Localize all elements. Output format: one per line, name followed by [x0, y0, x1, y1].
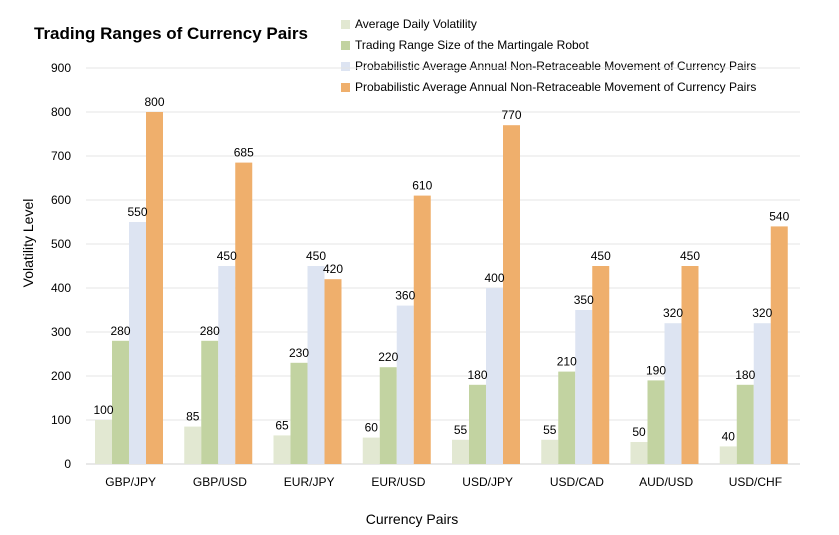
data-label: 180 — [467, 368, 487, 382]
legend-label: Average Daily Volatility — [355, 17, 477, 31]
data-label: 320 — [663, 306, 683, 320]
y-axis-ticks: 0 100 200 300 400 500 600 700 800 900 — [51, 61, 71, 471]
y-tick-label: 800 — [51, 105, 71, 119]
bar — [218, 266, 236, 464]
legend-swatch — [341, 83, 350, 92]
bar — [307, 266, 325, 464]
data-label: 60 — [365, 421, 379, 435]
bar — [469, 384, 486, 464]
data-label: 450 — [217, 249, 237, 263]
data-label: 280 — [200, 324, 220, 338]
data-label: 50 — [632, 425, 646, 439]
bar — [558, 371, 576, 464]
bar — [681, 266, 699, 464]
bar — [541, 439, 559, 464]
data-label: 55 — [454, 423, 468, 437]
bars — [95, 112, 788, 464]
x-axis-ticks: GBP/JPY GBP/USD EUR/JPY EUR/USD USD/JPY USD/C… — [105, 475, 782, 489]
data-label: 550 — [127, 205, 147, 219]
bar — [647, 380, 665, 464]
data-label: 320 — [752, 306, 772, 320]
data-label: 360 — [395, 289, 415, 303]
bar — [770, 226, 788, 464]
bar — [362, 437, 380, 464]
bar — [503, 125, 520, 464]
y-tick-label: 200 — [51, 369, 71, 383]
bar — [753, 323, 771, 464]
bar — [736, 384, 754, 464]
data-label: 800 — [144, 95, 164, 109]
legend-swatch — [341, 20, 350, 29]
x-tick-label: USD/JPY — [462, 475, 513, 489]
legend-label: Probabilistic Average Annual Non-Retrace… — [355, 59, 756, 73]
data-label: 450 — [591, 249, 611, 263]
data-label: 55 — [543, 423, 557, 437]
x-tick-label: AUD/USD — [639, 475, 693, 489]
y-tick-label: 700 — [51, 149, 71, 163]
y-tick-label: 100 — [51, 413, 71, 427]
x-tick-label: USD/CAD — [550, 475, 604, 489]
data-label: 40 — [722, 429, 736, 443]
bar — [95, 420, 112, 464]
y-tick-label: 600 — [51, 193, 71, 207]
data-label: 770 — [501, 108, 521, 122]
bar — [129, 222, 146, 464]
bar — [630, 442, 648, 464]
legend-label: Probabilistic Average Annual Non-Retrace… — [355, 80, 756, 94]
bar — [592, 266, 610, 464]
data-labels: 1002805508008528045068565230450420602203… — [93, 95, 789, 443]
data-label: 610 — [412, 179, 432, 193]
bar — [324, 279, 342, 464]
x-tick-label: GBP/JPY — [105, 475, 156, 489]
bar — [413, 195, 431, 464]
data-label: 685 — [234, 146, 254, 160]
bar — [201, 340, 219, 464]
bar — [235, 162, 253, 464]
bar — [452, 439, 469, 464]
y-tick-label: 900 — [51, 61, 71, 75]
data-label: 450 — [306, 249, 326, 263]
data-label: 540 — [769, 209, 789, 223]
y-tick-label: 500 — [51, 237, 71, 251]
y-axis-label: Volatility Level — [20, 199, 36, 288]
data-label: 210 — [557, 355, 577, 369]
bar — [290, 362, 308, 464]
bar — [719, 446, 737, 464]
data-label: 400 — [484, 271, 504, 285]
bar — [379, 367, 397, 464]
data-label: 420 — [323, 262, 343, 276]
data-label: 85 — [186, 410, 200, 424]
data-label: 190 — [646, 363, 666, 377]
bar — [112, 340, 129, 464]
bar — [396, 305, 414, 464]
data-label: 280 — [110, 324, 130, 338]
data-label: 450 — [680, 249, 700, 263]
data-label: 230 — [289, 346, 309, 360]
y-tick-label: 0 — [64, 457, 71, 471]
data-label: 65 — [275, 418, 289, 432]
legend-swatch — [341, 62, 350, 71]
bar — [146, 112, 163, 464]
bar — [486, 288, 503, 464]
bar — [273, 435, 291, 464]
data-label: 220 — [378, 350, 398, 364]
data-label: 100 — [93, 403, 113, 417]
legend-swatch — [341, 41, 350, 50]
legend: Average Daily Volatility Trading Range Si… — [341, 17, 756, 94]
y-tick-label: 400 — [51, 281, 71, 295]
y-tick-label: 300 — [51, 325, 71, 339]
chart-title: Trading Ranges of Currency Pairs — [34, 24, 308, 43]
bar — [184, 426, 202, 464]
x-tick-label: USD/CHF — [729, 475, 782, 489]
bar — [575, 310, 593, 464]
data-label: 180 — [735, 368, 755, 382]
data-label: 350 — [574, 293, 594, 307]
bar — [664, 323, 682, 464]
x-axis-label: Currency Pairs — [366, 511, 459, 527]
x-tick-label: EUR/JPY — [284, 475, 335, 489]
legend-label: Trading Range Size of the Martingale Rob… — [355, 38, 589, 52]
x-tick-label: EUR/USD — [371, 475, 425, 489]
x-tick-label: GBP/USD — [193, 475, 247, 489]
